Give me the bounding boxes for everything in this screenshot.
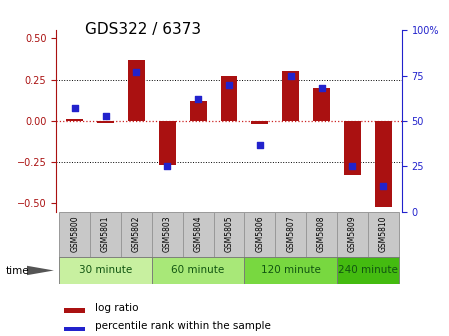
Text: GSM5802: GSM5802 bbox=[132, 215, 141, 252]
Bar bbox=[220, 76, 238, 121]
Bar bbox=[244, 257, 337, 284]
Point bbox=[256, 142, 264, 147]
Bar bbox=[64, 327, 85, 331]
Text: GSM5808: GSM5808 bbox=[317, 215, 326, 252]
Text: GSM5807: GSM5807 bbox=[286, 215, 295, 252]
Point bbox=[287, 73, 295, 78]
Text: GSM5805: GSM5805 bbox=[224, 215, 233, 252]
Text: log ratio: log ratio bbox=[95, 303, 139, 313]
Bar bbox=[251, 121, 269, 124]
Text: GSM5804: GSM5804 bbox=[194, 215, 202, 252]
Text: 30 minute: 30 minute bbox=[79, 265, 132, 276]
Bar bbox=[152, 212, 183, 257]
Bar bbox=[337, 257, 399, 284]
Bar bbox=[128, 60, 145, 121]
Point bbox=[318, 86, 325, 91]
Text: percentile rank within the sample: percentile rank within the sample bbox=[95, 321, 271, 331]
Bar bbox=[189, 101, 207, 121]
Point bbox=[225, 82, 233, 87]
Polygon shape bbox=[27, 266, 54, 275]
Text: 240 minute: 240 minute bbox=[338, 265, 398, 276]
Point bbox=[349, 164, 356, 169]
Bar bbox=[375, 121, 392, 207]
Text: GDS322 / 6373: GDS322 / 6373 bbox=[85, 22, 202, 37]
Bar bbox=[97, 121, 114, 123]
Point bbox=[133, 69, 140, 75]
Bar bbox=[337, 212, 368, 257]
Bar bbox=[90, 212, 121, 257]
Point bbox=[194, 96, 202, 102]
Text: 60 minute: 60 minute bbox=[172, 265, 225, 276]
Bar bbox=[275, 212, 306, 257]
Text: 120 minute: 120 minute bbox=[261, 265, 321, 276]
Text: GSM5810: GSM5810 bbox=[379, 215, 388, 252]
Point bbox=[71, 106, 78, 111]
Bar bbox=[183, 212, 214, 257]
Bar bbox=[64, 308, 85, 312]
Text: GSM5806: GSM5806 bbox=[255, 215, 264, 252]
Text: GSM5809: GSM5809 bbox=[348, 215, 357, 252]
Bar bbox=[66, 119, 83, 121]
Text: time: time bbox=[6, 266, 30, 276]
Bar bbox=[121, 212, 152, 257]
Bar bbox=[244, 212, 275, 257]
Bar bbox=[306, 212, 337, 257]
Bar bbox=[59, 257, 152, 284]
Bar bbox=[282, 72, 299, 121]
Point bbox=[380, 183, 387, 189]
Text: GSM5803: GSM5803 bbox=[163, 215, 172, 252]
Bar bbox=[152, 257, 244, 284]
Bar bbox=[313, 88, 330, 121]
Bar bbox=[344, 121, 361, 175]
Point bbox=[102, 113, 109, 118]
Text: GSM5800: GSM5800 bbox=[70, 215, 79, 252]
Bar bbox=[159, 121, 176, 166]
Point bbox=[163, 164, 171, 169]
Bar bbox=[214, 212, 244, 257]
Bar bbox=[59, 212, 90, 257]
Text: GSM5801: GSM5801 bbox=[101, 215, 110, 252]
Bar bbox=[368, 212, 399, 257]
